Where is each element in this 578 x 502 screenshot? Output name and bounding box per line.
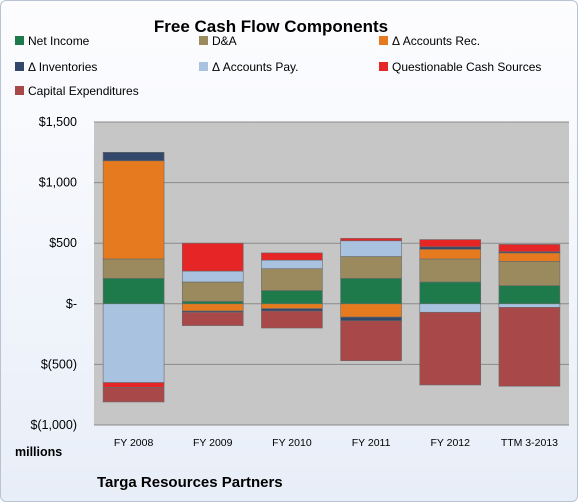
legend-label: Δ Accounts Rec. [392, 34, 480, 48]
legend: Net Income D&A Δ Accounts Rec. Δ Inventorie… [15, 34, 541, 98]
bar-segment [419, 258, 482, 283]
bar-segment [261, 310, 323, 329]
x-tick-label: TTM 3-2013 [501, 437, 558, 449]
bar-segment [419, 303, 482, 313]
bar-segment [498, 307, 561, 387]
x-tick-label: FY 2010 [272, 437, 312, 449]
bar-segment [340, 303, 402, 318]
footer-label: Targa Resources Partners [97, 474, 283, 491]
bar-segment [102, 387, 165, 403]
x-tick-label: FY 2008 [114, 437, 154, 449]
bar-segment [181, 301, 244, 305]
bar-segment [340, 320, 402, 362]
bar-segment [261, 252, 323, 261]
x-tick-label: FY 2012 [430, 437, 470, 449]
bar-segment [181, 242, 244, 272]
bar-segment [261, 268, 323, 291]
bar-segment [419, 239, 482, 248]
bar-segment [102, 278, 165, 305]
legend-label: Net Income [28, 34, 90, 48]
x-axis: FY 2008 FY 2009 FY 2010 FY 2011 FY 2012 TTM 3… [114, 437, 558, 449]
y-tick-label: $500 [49, 236, 77, 250]
bar-segment [498, 285, 561, 305]
x-tick-label: FY 2011 [352, 437, 391, 449]
bar-segment [340, 256, 402, 279]
bar-segment [340, 278, 402, 305]
bar-segment [419, 246, 482, 250]
bar-segment [261, 308, 323, 312]
plot-area [94, 122, 569, 425]
legend-swatch [199, 36, 208, 45]
chart-title: Free Cash Flow Components [154, 17, 388, 36]
gridlines [94, 121, 569, 426]
legend-label: Questionable Cash Sources [392, 60, 541, 74]
bar-segment [340, 316, 402, 322]
bar-segment [498, 261, 561, 286]
bars [102, 152, 561, 403]
bar-segment [102, 382, 165, 388]
y-tick-label: $(500) [41, 357, 77, 371]
bar-segment [181, 270, 244, 283]
y-axis: $1,500 $1,000 $500 $- $(500) $(1,000) [30, 115, 77, 432]
legend-label: Δ Inventories [28, 60, 97, 74]
legend-swatch [15, 36, 24, 45]
bar-segment [261, 290, 323, 305]
bar-segment [419, 248, 482, 260]
bar-segment [102, 303, 165, 383]
bar-segment [102, 152, 165, 162]
bar-segment [102, 258, 165, 279]
y-tick-label: $(1,000) [30, 418, 77, 432]
bar-segment [419, 311, 482, 386]
y-tick-label: $1,000 [39, 176, 77, 190]
bar-segment [340, 238, 402, 242]
bar-segment [261, 303, 323, 309]
bar-segment [181, 281, 244, 302]
bar-segment [419, 281, 482, 305]
x-tick-label: FY 2009 [193, 437, 233, 449]
y-tick-label: $- [66, 297, 77, 311]
bar-segment [498, 252, 561, 262]
bar-segment [181, 303, 244, 312]
bar-segment [498, 303, 561, 308]
legend-swatch [15, 86, 24, 95]
bar-segment [261, 259, 323, 269]
unit-label: millions [15, 445, 62, 459]
legend-label: Capital Expenditures [28, 84, 139, 98]
legend-label: D&A [212, 34, 237, 48]
legend-label: Δ Accounts Pay. [212, 60, 299, 74]
bar-segment [340, 240, 402, 257]
legend-swatch [199, 62, 208, 71]
bar-segment [498, 244, 561, 252]
bar-segment [181, 311, 244, 326]
y-tick-label: $1,500 [39, 115, 77, 129]
legend-swatch [15, 62, 24, 71]
legend-swatch [379, 62, 388, 71]
legend-swatch [379, 36, 388, 45]
bar-segment [102, 160, 165, 260]
